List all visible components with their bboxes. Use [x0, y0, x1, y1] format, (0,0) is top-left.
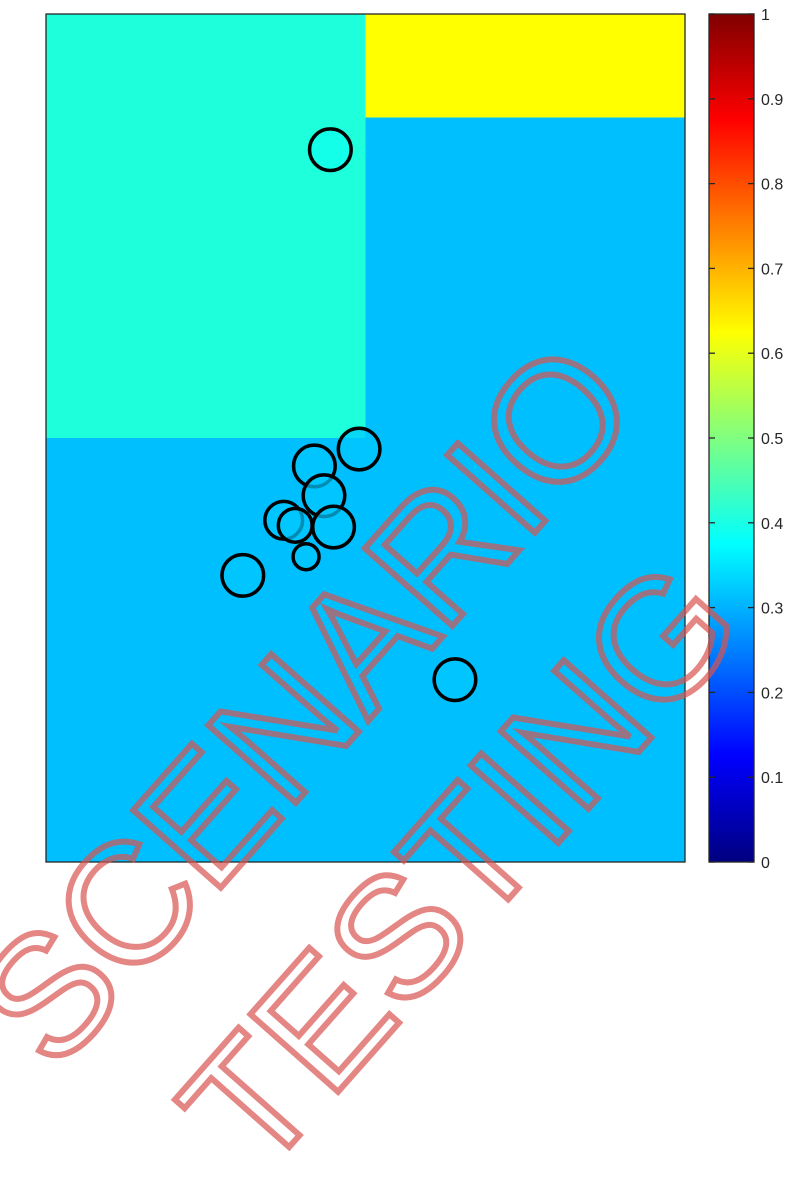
scatter-point-6 [311, 504, 357, 550]
colorbar-tick-label-0: 0 [761, 855, 770, 872]
scatter-point-1 [336, 426, 382, 472]
heatmap-cell-2 [365, 117, 685, 439]
colorbar-tick-label-7: 0.7 [761, 261, 783, 278]
colorbar [708, 13, 755, 863]
heatmap-regions [46, 14, 685, 862]
heatmap-cell-0 [46, 438, 685, 862]
scatter-point-9 [432, 657, 478, 703]
heatmap-cell-1 [46, 14, 366, 438]
heatmap-cell-3 [365, 14, 685, 118]
colorbar-tick-label-5: 0.5 [761, 431, 783, 448]
colorbar-tick-label-6: 0.6 [761, 346, 783, 363]
scatter-point-0 [307, 127, 353, 173]
colorbar-ticks: 0 0.1 0.2 0.3 0.4 0.5 0.6 0.7 0.8 0.9 1 [709, 7, 783, 872]
scatter-points [220, 127, 478, 703]
scatter-point-7 [291, 541, 321, 572]
colorbar-tick-label-3: 0.3 [761, 601, 783, 618]
scatter-point-5 [276, 506, 314, 544]
colorbar-tick-label-2: 0.2 [761, 685, 783, 702]
plot-frame [45, 13, 686, 863]
scatter-point-8 [220, 552, 266, 598]
colorbar-tick-label-10: 1 [761, 7, 770, 24]
colorbar-tick-label-8: 0.8 [761, 177, 783, 194]
colorbar-tick-label-4: 0.4 [761, 516, 783, 533]
colorbar-tick-label-9: 0.9 [761, 92, 783, 109]
colorbar-tick-label-1: 0.1 [761, 770, 783, 787]
